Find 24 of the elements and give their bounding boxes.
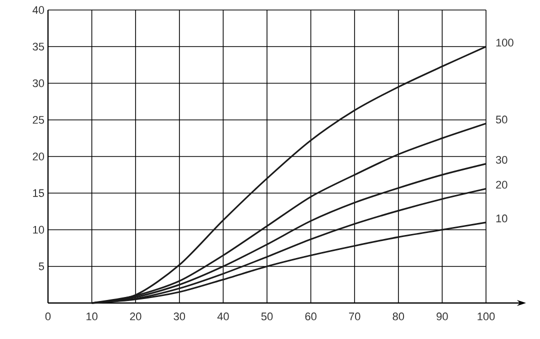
- x-tick-label: 70: [349, 312, 360, 320]
- x-tick-label: 30: [174, 312, 186, 320]
- x-tick-label: 20: [130, 312, 142, 320]
- y-tick-label: 35: [32, 42, 44, 51]
- y-tick-label: 20: [32, 152, 44, 160]
- series-label: 30: [496, 156, 508, 164]
- x-tick-label: 50: [261, 312, 273, 320]
- series-label: 10: [496, 214, 508, 222]
- y-tick-label: 40: [32, 6, 44, 14]
- y-tick-label: 15: [33, 189, 44, 197]
- y-tick-label: 5: [38, 262, 44, 270]
- y-tick-label: 25: [32, 116, 44, 124]
- x-tick-label: 10: [86, 312, 98, 320]
- x-tick-label: 60: [305, 312, 316, 320]
- series-label: 50: [496, 116, 508, 124]
- y-tick-label: 10: [33, 226, 44, 234]
- x-tick-label: 90: [436, 312, 448, 320]
- x-tick-label: 0: [45, 312, 51, 320]
- y-tick-label: 30: [32, 79, 44, 88]
- x-tick-label: 40: [217, 312, 229, 320]
- series-label: 100: [496, 38, 514, 47]
- x-tick-label: 80: [392, 312, 404, 320]
- x-tick-label: 100: [478, 312, 495, 320]
- series-label: 20: [496, 180, 508, 189]
